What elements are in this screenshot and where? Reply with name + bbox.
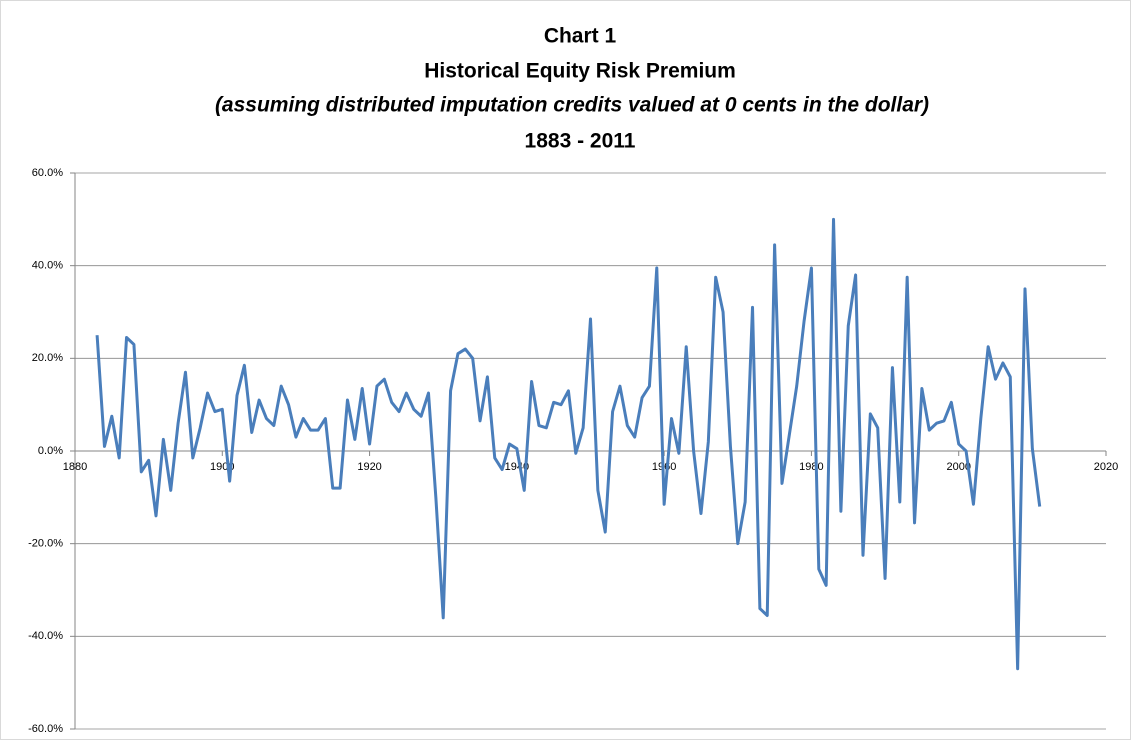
x-tick-label: 1940: [505, 461, 529, 473]
y-tick-label: -40.0%: [28, 630, 63, 642]
x-tick-label: 2020: [1094, 461, 1118, 473]
chart-title: Chart 1: [544, 25, 617, 48]
y-tick-label: 0.0%: [38, 445, 63, 457]
y-tick-label: -60.0%: [28, 723, 63, 735]
x-tick-label: 2000: [946, 461, 970, 473]
y-tick-label: 20.0%: [32, 352, 63, 364]
x-tick-label: 1980: [799, 461, 823, 473]
y-tick-label: -20.0%: [28, 538, 63, 550]
chart-annotation: (assuming distributed imputation credits…: [215, 94, 929, 117]
data-line: [95, 217, 1042, 671]
chart-subtitle: Historical Equity Risk Premium: [424, 60, 736, 83]
x-tick-label: 1920: [357, 461, 381, 473]
y-tick-label: 60.0%: [32, 167, 63, 179]
chart-period: 1883 - 2011: [525, 130, 636, 153]
y-tick-label: 40.0%: [32, 260, 63, 272]
x-tick-label: 1880: [63, 461, 87, 473]
